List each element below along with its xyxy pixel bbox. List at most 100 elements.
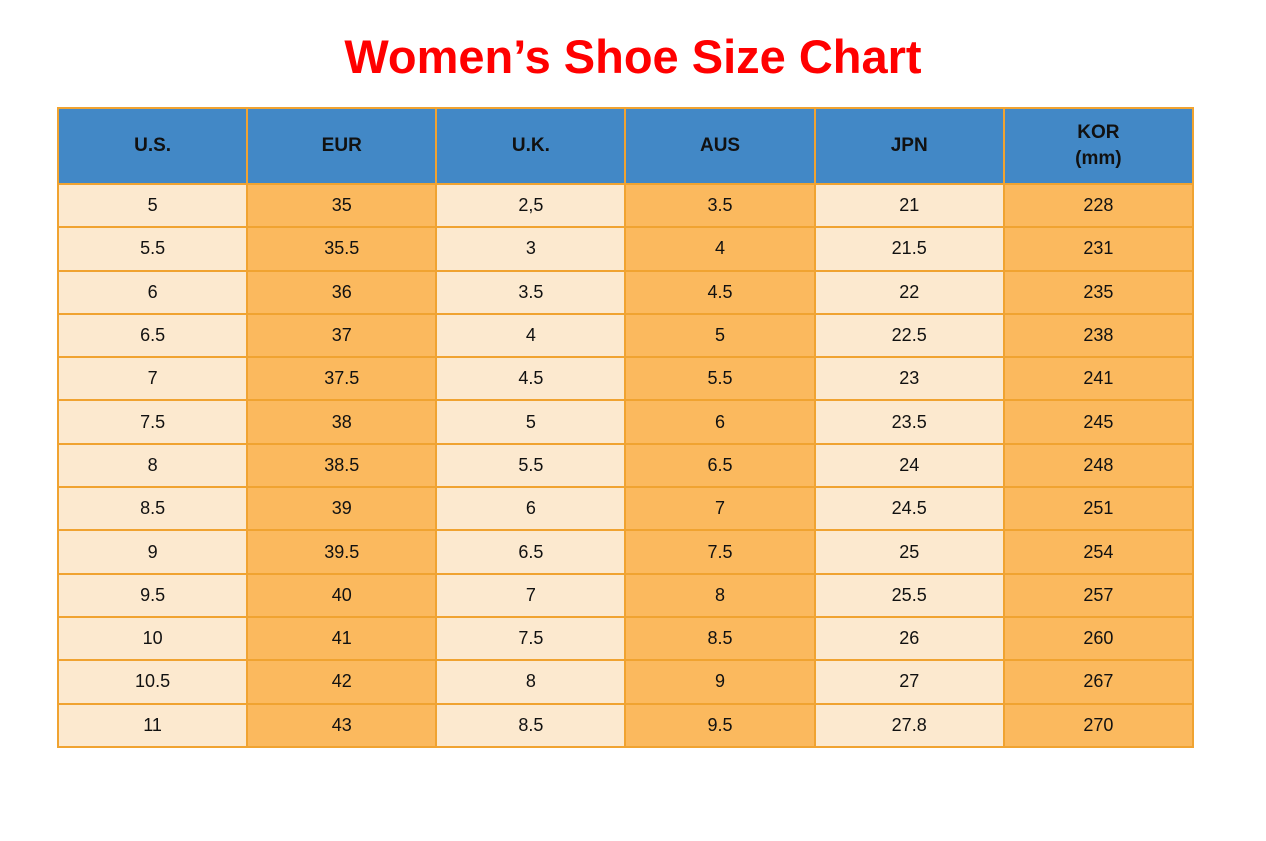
- table-cell: 24.5: [813, 486, 1005, 532]
- table-row: 6 36 3.5 4.5 22 235: [56, 269, 1195, 315]
- table-cell: 23: [813, 356, 1005, 402]
- table-cell: 6: [435, 486, 627, 532]
- table-cell: 4.5: [624, 269, 816, 315]
- table-cell: 27.8: [813, 702, 1005, 748]
- table-cell: 38: [246, 399, 438, 445]
- table-cell: 8: [56, 442, 249, 489]
- table-cell: 6.5: [56, 312, 249, 359]
- table-cell: 4.5: [435, 356, 627, 402]
- table-cell: 42: [246, 659, 438, 705]
- table-cell: 39.5: [246, 529, 438, 575]
- table-cell: 9.5: [56, 572, 249, 618]
- table-body: 5 35 2,5 3.5 21 228 5.5 35.5 3 4 21.5 231 6 36 3.5 4.5 2…: [56, 182, 1195, 748]
- table-cell: 37: [246, 312, 438, 359]
- table-cell: 7: [56, 356, 249, 402]
- table-cell: 3: [435, 226, 627, 272]
- table-cell: 5: [435, 399, 627, 445]
- header-cell: AUS: [624, 107, 816, 185]
- header-cell: EUR: [246, 107, 438, 185]
- table-cell: 37.5: [246, 356, 438, 402]
- table-cell: 22: [813, 269, 1005, 315]
- table-cell: 8: [435, 659, 627, 705]
- table-row: 6.5 37 4 5 22.5 238: [56, 312, 1195, 359]
- table-cell: 10.5: [56, 659, 249, 705]
- table-cell: 7: [435, 572, 627, 618]
- table-cell: 40: [246, 572, 438, 618]
- table-cell: 7: [624, 486, 816, 532]
- table-row: 7 37.5 4.5 5.5 23 241: [56, 356, 1195, 402]
- table-cell: 22.5: [813, 312, 1005, 359]
- table-cell: 7.5: [624, 529, 816, 575]
- table-cell: 9: [624, 659, 816, 705]
- table-cell: 2,5: [435, 182, 627, 229]
- table-cell: 7.5: [56, 399, 249, 445]
- table-cell: 25: [813, 529, 1005, 575]
- table-row: 9.5 40 7 8 25.5 257: [56, 572, 1195, 618]
- table-cell: 257: [1002, 572, 1195, 618]
- table-cell: 23.5: [813, 399, 1005, 445]
- table-row: 8 38.5 5.5 6.5 24 248: [56, 442, 1195, 489]
- table-cell: 267: [1002, 659, 1195, 705]
- header-cell: U.K.: [435, 107, 627, 185]
- table-row: 10 41 7.5 8.5 26 260: [56, 615, 1195, 662]
- table-cell: 5.5: [56, 226, 249, 272]
- table-cell: 248: [1002, 442, 1195, 489]
- table-cell: 231: [1002, 226, 1195, 272]
- size-table: U.S. EUR U.K. AUS JPN KOR (mm) 5 35 2,5 3.5 21 228…: [56, 107, 1195, 748]
- table-cell: 9: [56, 529, 249, 575]
- header-row: U.S. EUR U.K. AUS JPN KOR (mm): [56, 107, 1195, 185]
- table-cell: 24: [813, 442, 1005, 489]
- table-cell: 4: [435, 312, 627, 359]
- table-cell: 35.5: [246, 226, 438, 272]
- table-cell: 3.5: [435, 269, 627, 315]
- table-cell: 235: [1002, 269, 1195, 315]
- table-cell: 8: [624, 572, 816, 618]
- table-cell: 3.5: [624, 182, 816, 229]
- table-row: 8.5 39 6 7 24.5 251: [56, 486, 1195, 532]
- header-cell: JPN: [813, 107, 1005, 185]
- table-cell: 21: [813, 182, 1005, 229]
- table-cell: 43: [246, 702, 438, 748]
- table-cell: 7.5: [435, 615, 627, 662]
- table-cell: 6.5: [435, 529, 627, 575]
- table-cell: 39: [246, 486, 438, 532]
- table-cell: 5: [624, 312, 816, 359]
- table-cell: 228: [1002, 182, 1195, 229]
- table-cell: 21.5: [813, 226, 1005, 272]
- table-cell: 251: [1002, 486, 1195, 532]
- table-cell: 11: [56, 702, 249, 748]
- table-cell: 27: [813, 659, 1005, 705]
- table-row: 7.5 38 5 6 23.5 245: [56, 399, 1195, 445]
- table-cell: 6.5: [624, 442, 816, 489]
- table-cell: 38.5: [246, 442, 438, 489]
- table-cell: 254: [1002, 529, 1195, 575]
- page-title: Women’s Shoe Size Chart: [344, 30, 922, 83]
- table-cell: 8.5: [56, 486, 249, 532]
- table-cell: 26: [813, 615, 1005, 662]
- table-cell: 36: [246, 269, 438, 315]
- table-cell: 5.5: [435, 442, 627, 489]
- table-cell: 6: [624, 399, 816, 445]
- table-cell: 8.5: [624, 615, 816, 662]
- table-row: 5.5 35.5 3 4 21.5 231: [56, 226, 1195, 272]
- table-cell: 10: [56, 615, 249, 662]
- table-cell: 6: [56, 269, 249, 315]
- table-cell: 9.5: [624, 702, 816, 748]
- table-row: 5 35 2,5 3.5 21 228: [56, 182, 1195, 229]
- header-cell: KOR (mm): [1002, 107, 1195, 185]
- header-cell: U.S.: [56, 107, 249, 185]
- table-cell: 245: [1002, 399, 1195, 445]
- table-cell: 41: [246, 615, 438, 662]
- table-row: 10.5 42 8 9 27 267: [56, 659, 1195, 705]
- table-cell: 238: [1002, 312, 1195, 359]
- table-cell: 270: [1002, 702, 1195, 748]
- table-cell: 25.5: [813, 572, 1005, 618]
- table-header: U.S. EUR U.K. AUS JPN KOR (mm): [56, 107, 1195, 185]
- table-cell: 35: [246, 182, 438, 229]
- table-cell: 5.5: [624, 356, 816, 402]
- table-row: 11 43 8.5 9.5 27.8 270: [56, 702, 1195, 748]
- table-cell: 260: [1002, 615, 1195, 662]
- table-cell: 4: [624, 226, 816, 272]
- table-cell: 8.5: [435, 702, 627, 748]
- table-cell: 5: [56, 182, 249, 229]
